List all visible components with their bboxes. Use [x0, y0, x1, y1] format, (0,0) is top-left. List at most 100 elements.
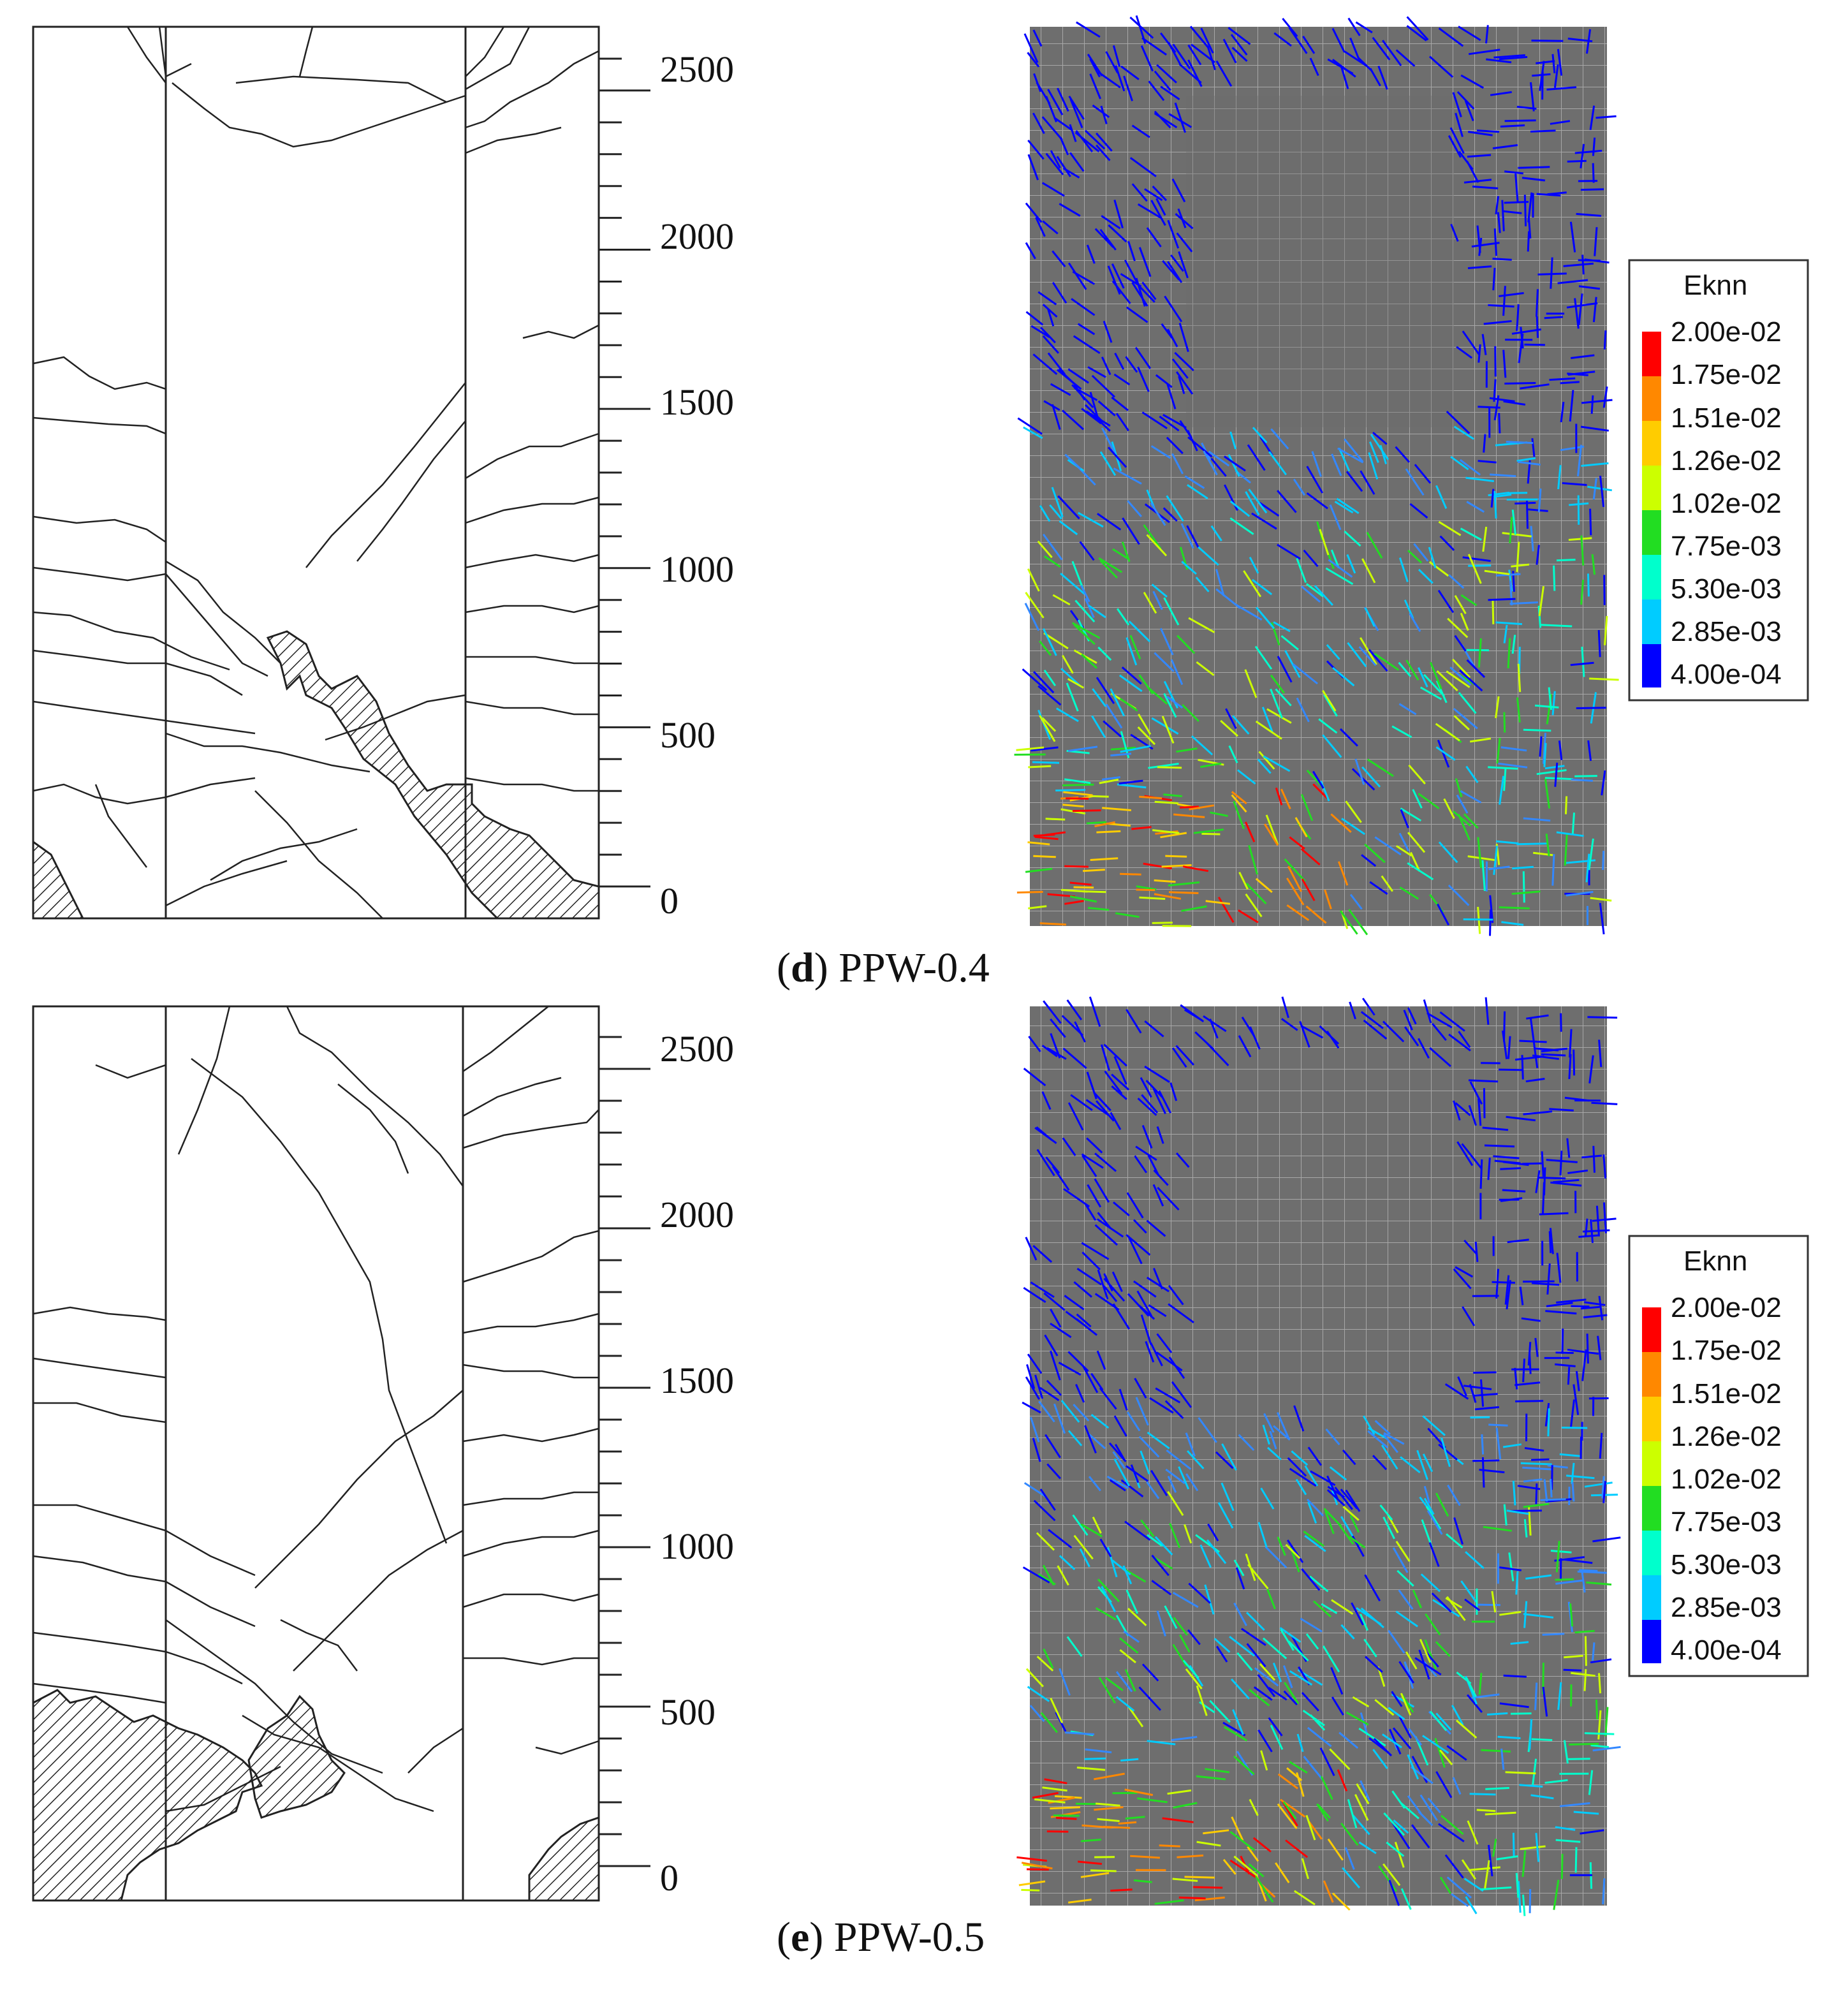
strain-vector	[1331, 27, 1346, 53]
strain-vector	[1508, 1552, 1514, 1582]
strain-vector	[1485, 997, 1490, 1025]
strain-vector	[1469, 1081, 1483, 1105]
strain-vector	[1340, 1624, 1355, 1640]
strain-vector	[1076, 1313, 1092, 1328]
strain-vector	[1245, 893, 1263, 918]
strain-vector	[1358, 1728, 1386, 1747]
panel-e-graphics: 2500 2000 1500 1000 500 0 Eknn 2.00e-02 …	[32, 996, 1809, 1916]
strain-vector	[1112, 45, 1121, 68]
panel-e: 2500 2000 1500 1000 500 0 Eknn 2.00e-02 …	[0, 982, 1848, 1985]
strain-vector	[1541, 1053, 1566, 1057]
strain-vector	[1465, 476, 1494, 482]
strain-vector	[1187, 59, 1203, 87]
strain-vector	[1460, 612, 1469, 631]
strain-vector	[1064, 1295, 1085, 1311]
strain-vector	[1052, 594, 1071, 606]
strain-vector	[1161, 864, 1192, 868]
strain-vector	[1090, 1414, 1110, 1429]
strain-vector	[1383, 1432, 1405, 1445]
strain-vector	[1249, 557, 1259, 574]
strain-vector	[1303, 1756, 1324, 1781]
strain-vector	[1154, 112, 1178, 129]
strain-vector	[1332, 666, 1355, 687]
strain-vector	[1127, 1608, 1147, 1626]
strain-vector	[1419, 1638, 1432, 1663]
strain-vector	[1117, 783, 1147, 789]
strain-vector	[1124, 1788, 1154, 1797]
strain-vector	[1470, 1416, 1490, 1419]
strain-vector	[1458, 151, 1474, 170]
strain-vector	[1488, 1844, 1493, 1877]
strain-vector	[1040, 327, 1056, 344]
strain-vector	[1138, 1686, 1162, 1711]
strain-vector	[1097, 646, 1112, 661]
strain-vector	[1022, 1566, 1050, 1584]
strain-vector	[1208, 450, 1230, 467]
scale-label-500: 500	[660, 1691, 715, 1733]
strain-vector	[1525, 1574, 1552, 1580]
strain-vector	[1581, 399, 1613, 404]
strain-vector	[1043, 669, 1057, 687]
strain-vector	[1438, 1443, 1458, 1460]
strain-vector	[1277, 1773, 1298, 1790]
strain-vector	[1312, 1600, 1332, 1618]
strain-vector	[1025, 1668, 1044, 1687]
strain-vector	[1511, 890, 1541, 895]
strain-vector	[1586, 1334, 1589, 1364]
strain-vector	[1080, 585, 1090, 603]
strain-vector	[1428, 547, 1437, 569]
legend-value-2: 1.75e-02	[1671, 359, 1782, 390]
strain-vector	[1146, 227, 1162, 247]
strain-vector	[1246, 1643, 1266, 1668]
strain-vector	[1564, 1654, 1583, 1659]
strain-vector	[1084, 129, 1106, 150]
strain-vector	[1604, 1707, 1609, 1737]
strain-vector	[1408, 1728, 1423, 1746]
strain-vector	[1592, 297, 1597, 323]
strain-vector	[1073, 886, 1094, 889]
strain-vector	[1451, 1705, 1464, 1726]
strain-vector	[1520, 383, 1550, 390]
strain-vector	[1540, 624, 1573, 628]
strain-vector	[1495, 1268, 1499, 1299]
strain-vector	[1418, 1649, 1430, 1680]
legend-swatch-5	[1642, 510, 1661, 555]
strain-vector	[1170, 254, 1184, 272]
strain-vector	[1126, 637, 1138, 666]
strain-vector	[1355, 21, 1373, 34]
strain-vector	[1481, 1434, 1485, 1455]
strain-vector	[1056, 156, 1071, 177]
strain-vector	[1465, 765, 1479, 783]
strain-vector	[1527, 192, 1533, 223]
strain-vector	[1524, 343, 1545, 346]
strain-vector	[1091, 374, 1116, 398]
strain-vector	[1532, 1054, 1559, 1060]
strain-vector	[1090, 795, 1109, 798]
strain-vector	[1195, 577, 1210, 592]
strain-vector	[1043, 1648, 1054, 1669]
strain-vector	[1187, 1629, 1201, 1645]
strain-vector	[1334, 1487, 1353, 1510]
strain-vector	[1273, 621, 1291, 633]
strain-vector	[1286, 904, 1310, 922]
strain-vector	[1405, 1651, 1418, 1670]
strain-vector	[1148, 1304, 1167, 1318]
strain-vector	[1568, 1054, 1572, 1079]
strain-vector	[1557, 465, 1562, 490]
strain-vector	[1573, 1384, 1580, 1415]
strain-vector	[1176, 747, 1198, 753]
strain-vector	[1576, 707, 1606, 709]
strain-vector	[1448, 1033, 1471, 1052]
strain-vector	[1074, 599, 1096, 622]
strain-vector	[1108, 1442, 1127, 1462]
strain-vector	[1544, 1402, 1550, 1427]
strain-vector	[1222, 1858, 1236, 1875]
strain-vector	[1032, 761, 1060, 764]
caption-d: (d) PPW-0.4	[777, 945, 990, 991]
strain-vector	[1460, 74, 1485, 89]
strain-vector	[1022, 1401, 1041, 1414]
strain-vector	[1024, 603, 1040, 631]
strain-vector	[1164, 295, 1183, 323]
strain-vector	[1476, 1809, 1496, 1812]
strain-vector	[1249, 1689, 1270, 1707]
